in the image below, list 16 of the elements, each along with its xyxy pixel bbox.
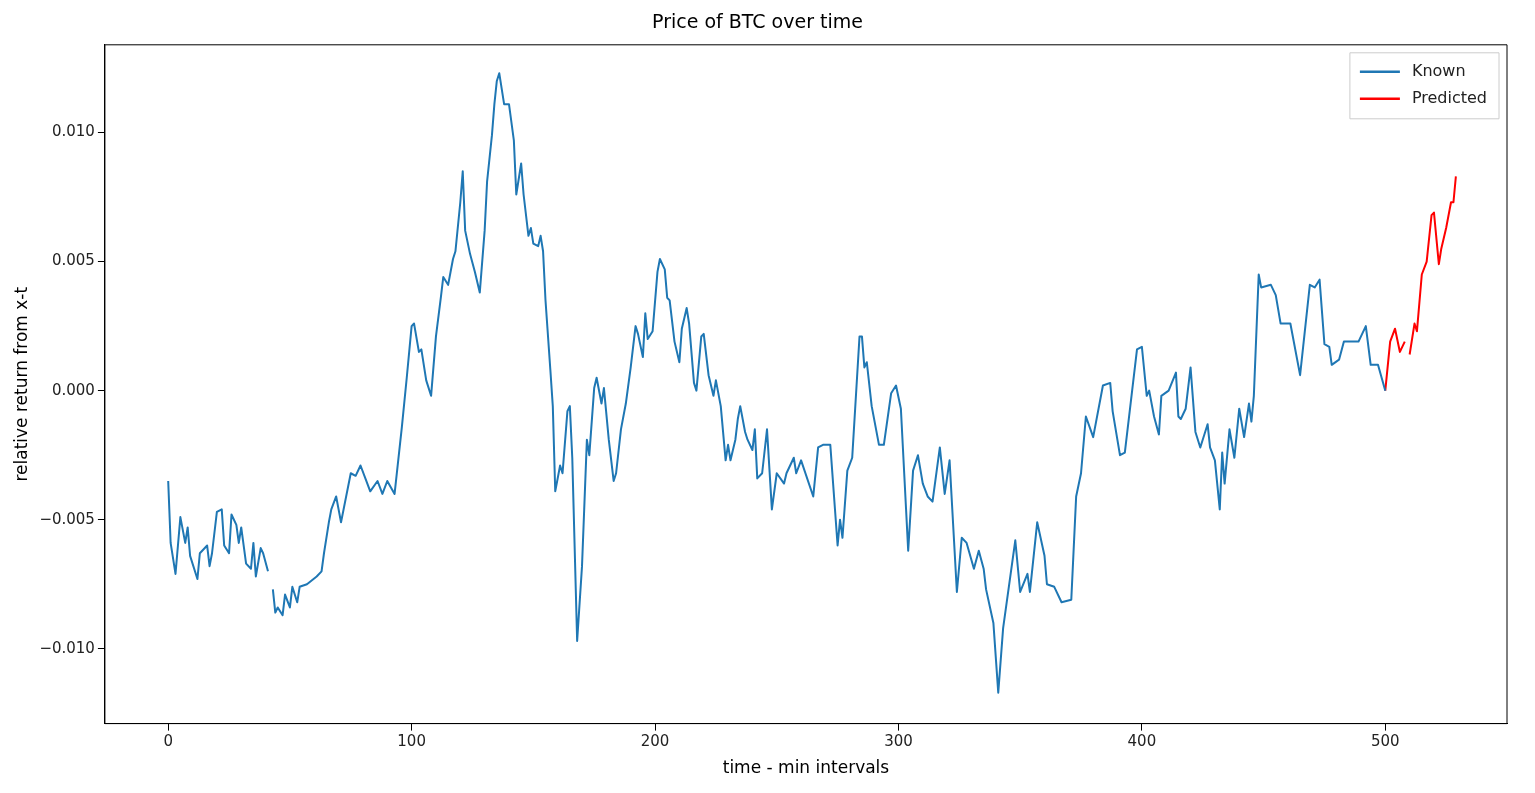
legend-label: Predicted: [1411, 87, 1487, 107]
x-axis-title: time - min intervals: [722, 757, 890, 778]
y-tick-label: 0.000: [51, 380, 95, 399]
x-tick-label: 300: [884, 732, 913, 751]
chart-title: Price of BTC over time: [652, 10, 863, 33]
x-tick-label: 500: [1370, 732, 1400, 751]
x-tick-label: 200: [640, 732, 670, 751]
x-tick-label: 400: [1127, 732, 1157, 751]
y-tick-label: −0.005: [39, 509, 95, 528]
x-tick-label: 100: [397, 732, 426, 751]
y-tick-label: −0.010: [39, 638, 95, 657]
y-tick-label: 0.005: [51, 251, 95, 270]
y-tick-label: 0.010: [51, 122, 95, 141]
legend-label: Known: [1411, 60, 1466, 80]
y-axis-title: relative return from x-t: [10, 286, 31, 482]
x-tick-label: 0: [163, 732, 173, 751]
